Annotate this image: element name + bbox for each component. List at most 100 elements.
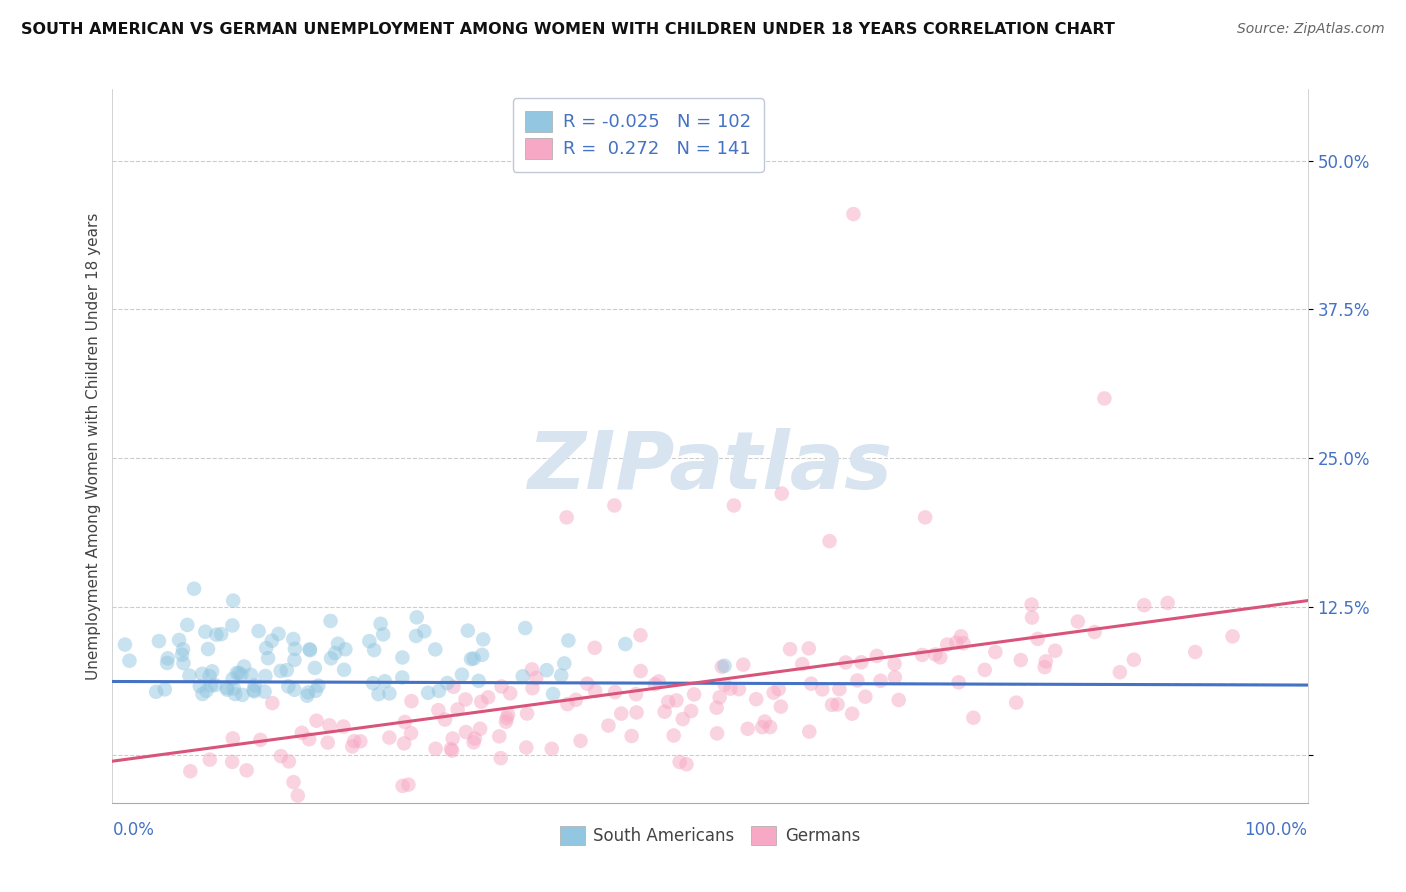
Point (221, 618, 243, 632)
Point (541, 687, 564, 701)
Point (221, 672, 243, 686)
Point (745, 692, 768, 706)
Point (254, 669, 277, 683)
Point (929, 650, 952, 665)
Point (198, 669, 221, 683)
Point (413, 624, 436, 639)
Point (846, 673, 869, 688)
Point (962, 711, 984, 725)
Point (443, 680, 465, 694)
Point (249, 732, 271, 747)
Point (307, 679, 329, 693)
Point (624, 687, 647, 701)
Point (239, 668, 262, 682)
Point (257, 651, 280, 665)
Point (1122, 653, 1144, 667)
Point (319, 614, 342, 628)
Point (172, 642, 194, 657)
Point (392, 736, 415, 750)
Point (709, 690, 731, 705)
Point (224, 687, 246, 701)
Point (496, 707, 519, 722)
Point (304, 661, 326, 675)
Point (800, 676, 823, 690)
Point (550, 668, 572, 682)
Point (1084, 625, 1107, 640)
Point (391, 779, 413, 793)
Point (1033, 660, 1056, 674)
Point (1010, 653, 1032, 667)
Point (662, 729, 685, 743)
Point (759, 720, 782, 734)
Point (1156, 596, 1178, 610)
Point (751, 720, 773, 734)
Point (361, 676, 384, 690)
Point (644, 677, 666, 691)
Point (283, 632, 305, 646)
Point (253, 684, 276, 698)
Point (470, 695, 492, 709)
Point (842, 207, 865, 221)
Point (198, 753, 221, 767)
Point (359, 634, 381, 648)
Point (427, 684, 450, 698)
Point (522, 681, 544, 696)
Point (464, 731, 486, 746)
Point (277, 755, 299, 769)
Point (222, 681, 245, 696)
Point (405, 629, 427, 643)
Point (524, 671, 547, 685)
Point (460, 652, 482, 666)
Point (583, 684, 606, 698)
Point (489, 751, 512, 765)
Point (391, 650, 413, 665)
Legend: South Americans, Germans: South Americans, Germans (554, 819, 866, 852)
Point (191, 666, 214, 681)
Point (557, 633, 579, 648)
Point (1021, 598, 1043, 612)
Point (260, 633, 283, 648)
Point (233, 659, 256, 673)
Point (179, 764, 201, 779)
Point (276, 663, 298, 677)
Point (342, 739, 364, 754)
Point (620, 729, 643, 743)
Point (924, 648, 946, 662)
Point (457, 624, 479, 638)
Point (305, 683, 328, 698)
Point (183, 582, 205, 596)
Point (191, 687, 214, 701)
Point (779, 642, 801, 657)
Point (332, 719, 354, 733)
Point (270, 664, 292, 678)
Point (287, 789, 309, 803)
Point (841, 706, 863, 721)
Point (565, 693, 588, 707)
Point (399, 726, 422, 740)
Point (254, 640, 277, 655)
Point (827, 698, 849, 712)
Point (737, 722, 759, 736)
Point (463, 651, 485, 665)
Point (555, 510, 578, 524)
Point (153, 682, 176, 697)
Point (495, 714, 517, 729)
Point (1045, 644, 1067, 658)
Point (887, 693, 910, 707)
Point (295, 689, 318, 703)
Point (454, 725, 477, 739)
Point (425, 741, 447, 756)
Point (630, 664, 652, 678)
Point (733, 657, 755, 672)
Point (681, 704, 703, 718)
Point (333, 663, 356, 677)
Point (297, 685, 319, 699)
Point (298, 643, 321, 657)
Point (866, 648, 889, 663)
Point (318, 718, 340, 732)
Point (728, 682, 751, 697)
Point (243, 684, 266, 698)
Point (167, 632, 190, 647)
Point (319, 651, 342, 665)
Point (1035, 654, 1057, 668)
